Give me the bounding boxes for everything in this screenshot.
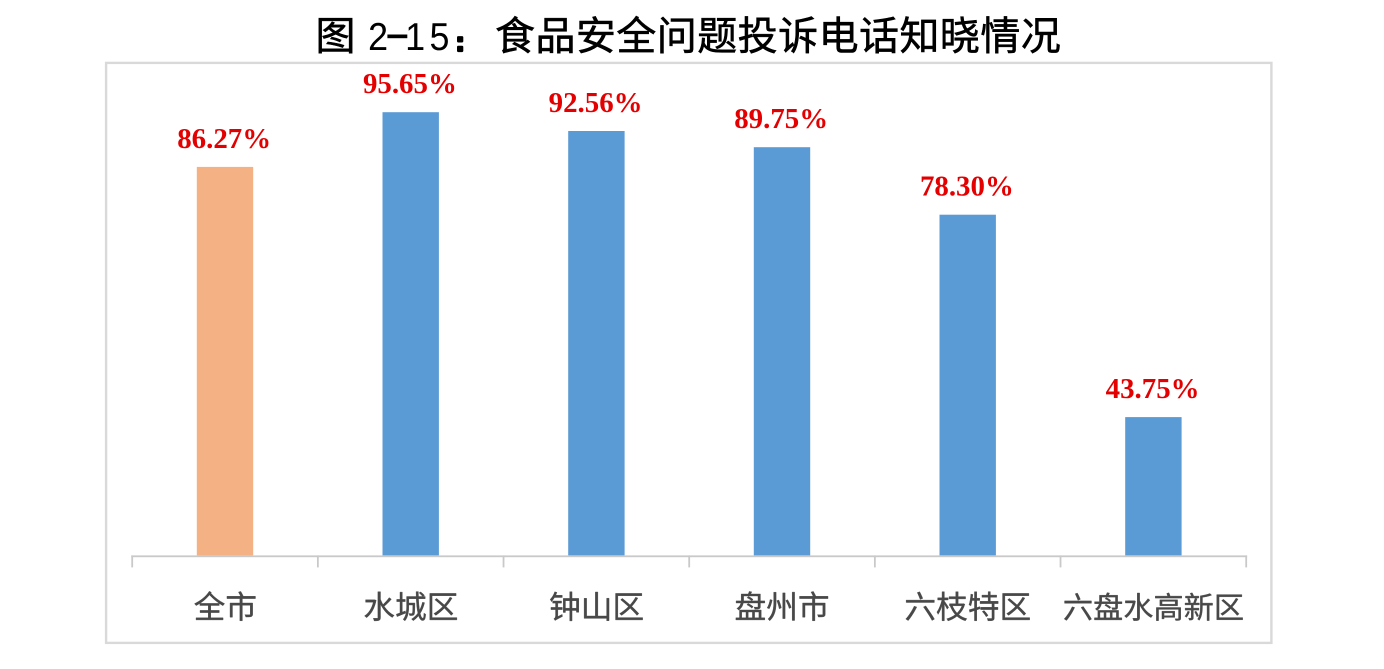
svg-text:86.27%: 86.27% [177,123,271,155]
svg-text:43.75%: 43.75% [1106,373,1200,405]
svg-text:92.56%: 92.56% [549,87,643,119]
svg-text:95.65%: 95.65% [363,68,457,100]
svg-text:89.75%: 89.75% [734,103,828,135]
svg-text:78.30%: 78.30% [920,171,1014,203]
